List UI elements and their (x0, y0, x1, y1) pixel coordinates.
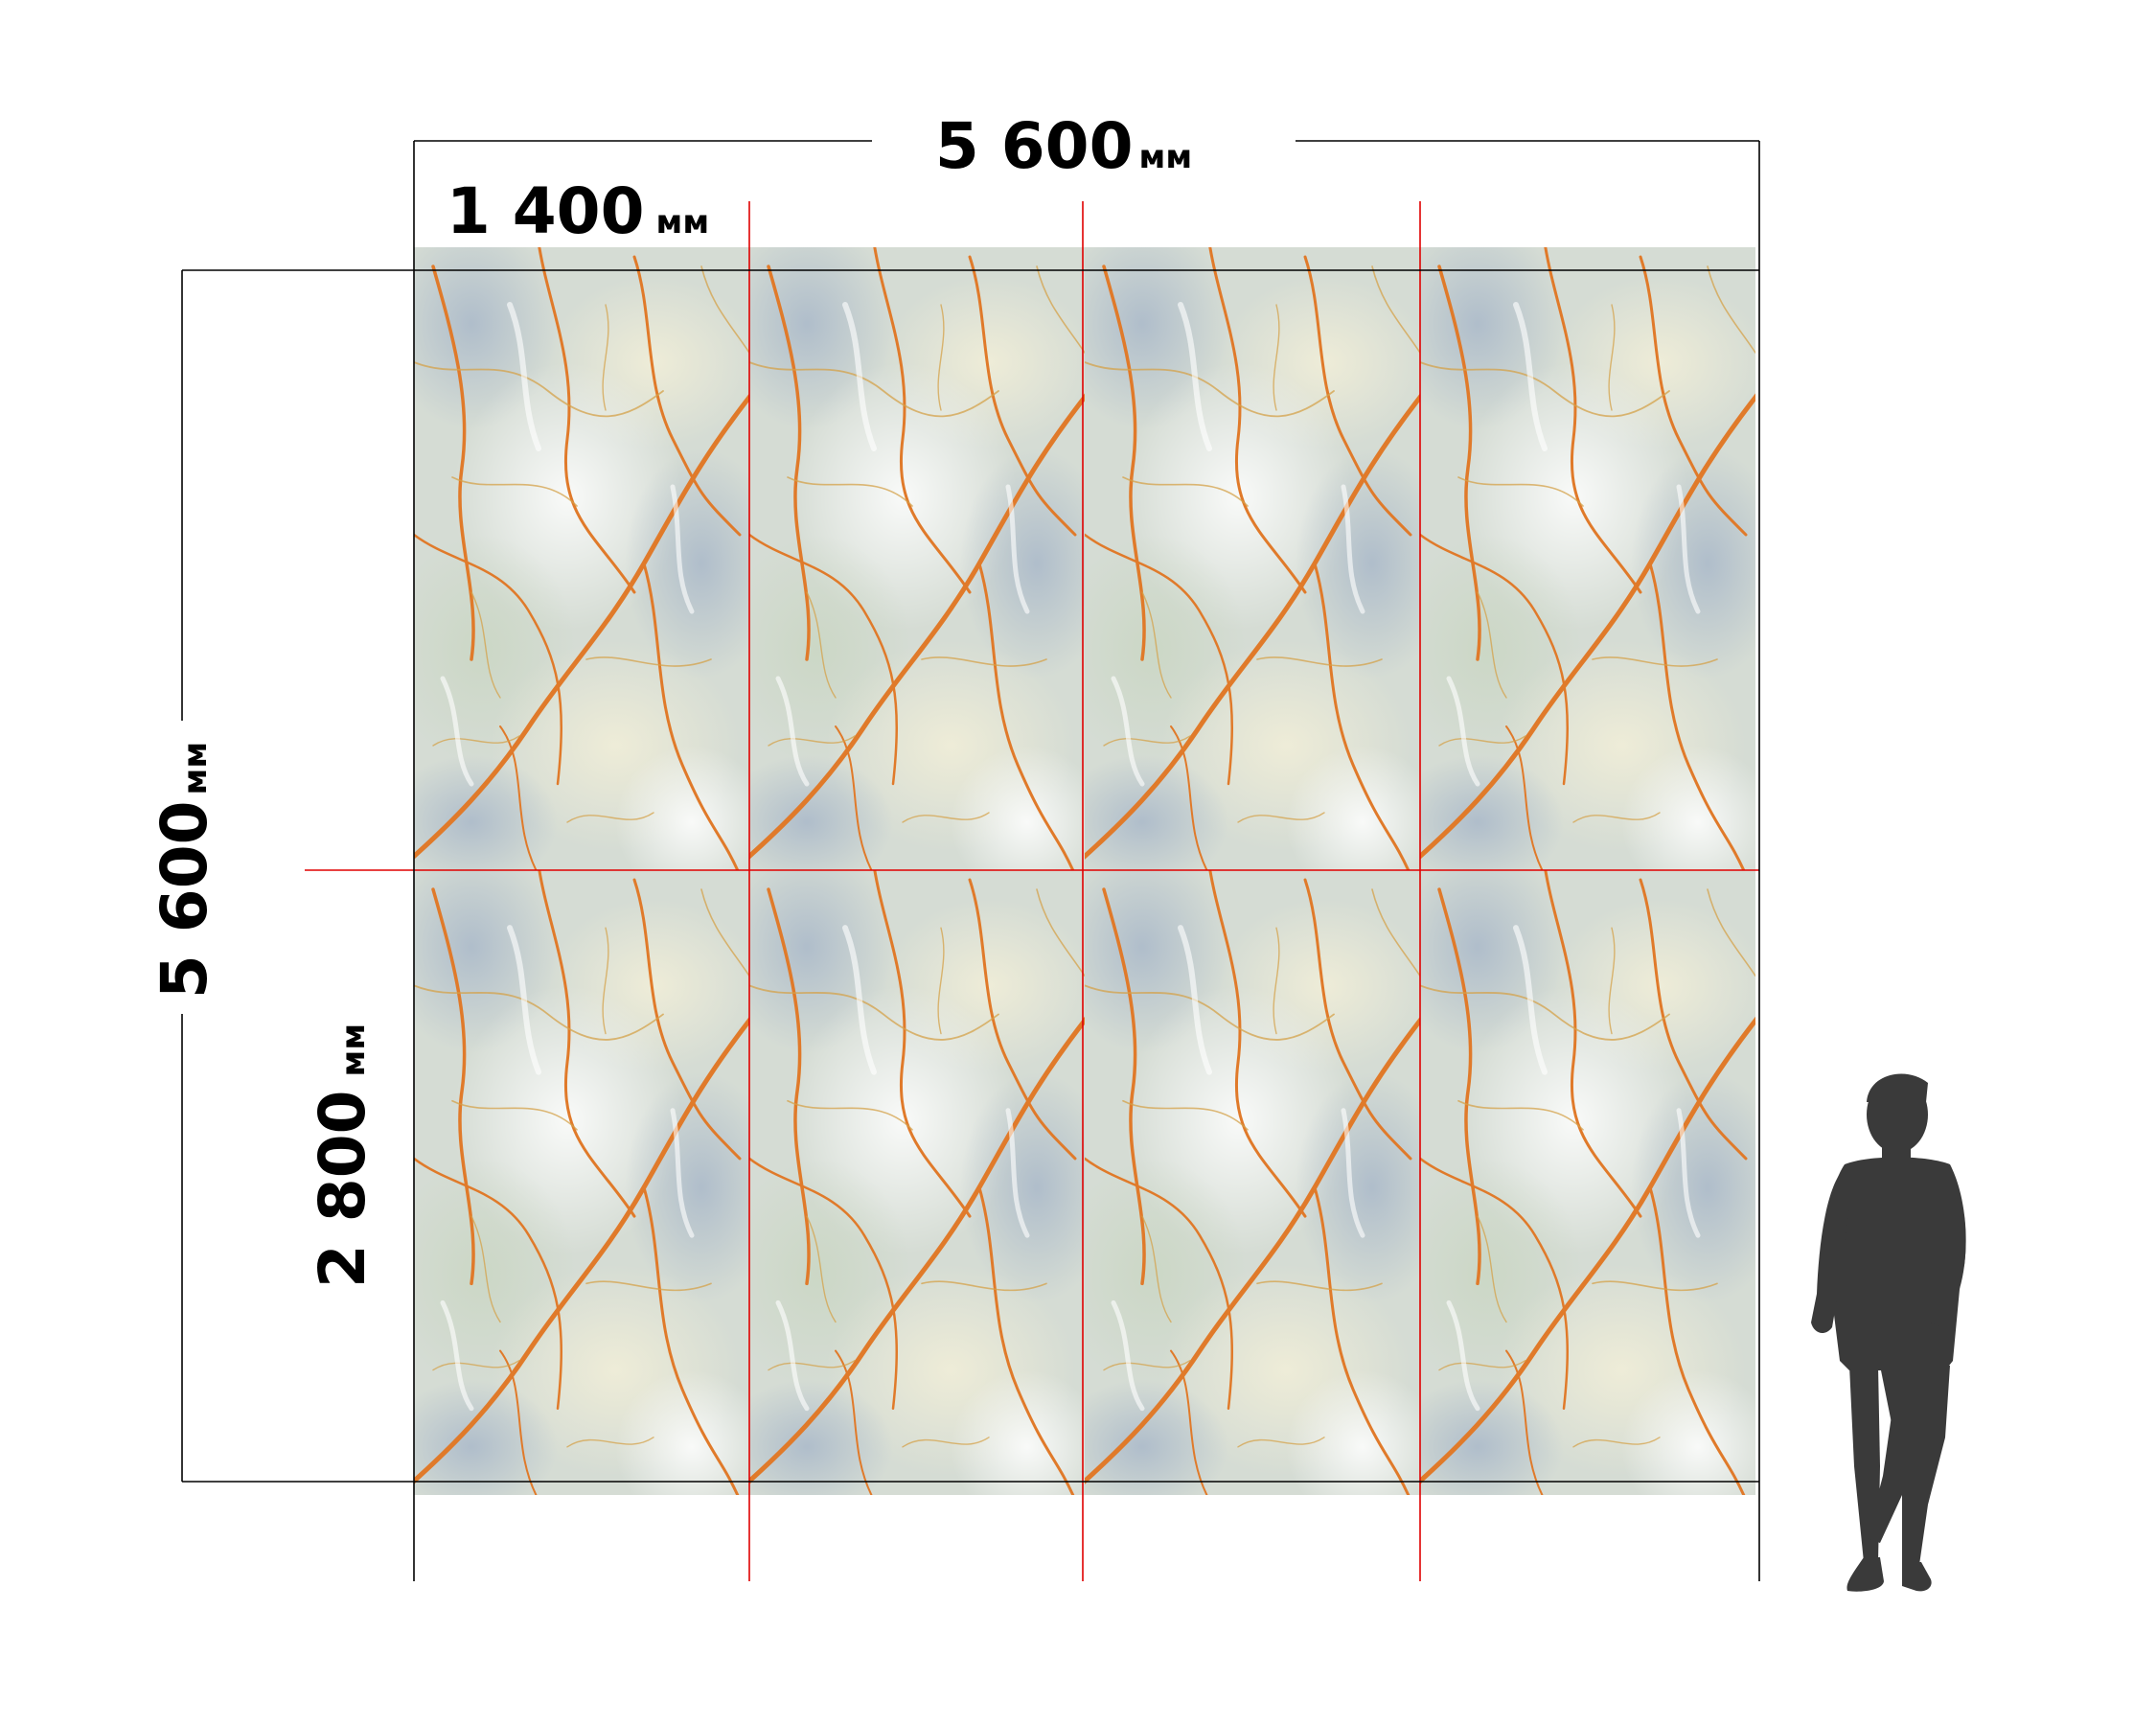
svg-text:2 800мм: 2 800 мм (306, 1024, 379, 1288)
panel-cut-lines (305, 201, 1759, 1581)
total-height-unit: мм (176, 742, 215, 795)
dimension-lines (181, 140, 1760, 1581)
dim-total-width: 5 600 мм (935, 109, 1192, 183)
panel-height-value: 2 800 (306, 1090, 379, 1288)
panel-width-value: 1 400 (447, 174, 645, 248)
marble-wall (385, 218, 1784, 1524)
dim-total-height: 5 600мм (148, 742, 221, 999)
person-silhouette-icon (1811, 1073, 1966, 1592)
panel-width-unit: мм (656, 203, 710, 242)
panel-height-unit: мм (334, 1024, 373, 1077)
total-width-value: 5 600 (935, 109, 1134, 183)
total-height-value: 5 600 (148, 800, 221, 999)
dim-panel-height: 2 800 мм (306, 1024, 379, 1288)
dim-panel-width: 1 400 мм (447, 174, 709, 248)
svg-text:5 600мм: 5 600мм (935, 109, 1192, 183)
total-width-unit: мм (1139, 138, 1193, 176)
svg-text:5 600мм: 5 600мм (148, 742, 221, 999)
